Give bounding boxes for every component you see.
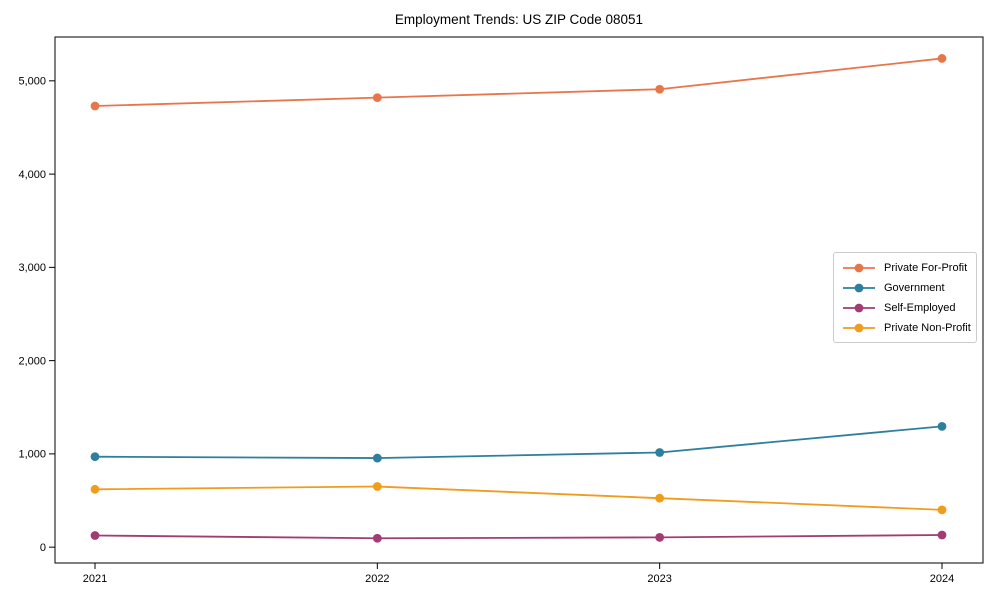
data-point [372,533,382,543]
legend-label: Private For-Profit [884,262,968,274]
data-point [372,482,382,491]
data-point [937,421,947,431]
x-tick-label: 2022 [365,573,389,585]
chart-title: Employment Trends: US ZIP Code 08051 [394,12,644,27]
legend-item: Private For-Profit [842,258,968,278]
y-tick-label: 3,000 [18,262,46,274]
data-point [372,453,382,463]
data-point [90,452,100,462]
data-point [90,101,100,111]
legend-label: Self-Employed [884,302,956,314]
data-point [937,505,947,515]
y-tick-label: 5,000 [18,76,46,88]
data-point [655,532,665,542]
axes-frame [54,36,984,564]
x-tick-label: 2021 [83,573,107,585]
legend: Private For-Profit Government Self-Emplo… [833,252,977,343]
series-private-for-profit [90,54,947,111]
series-private-non-profit [90,482,947,515]
legend-line-marker-icon [843,283,875,293]
data-point [90,531,100,540]
legend-item: Government [842,278,968,298]
data-point [937,530,947,540]
data-point [655,84,665,94]
y-tick-label: 2,000 [18,355,46,367]
data-point [372,93,382,103]
legend-label: Government [884,282,945,294]
y-tick-label: 0 [40,542,46,554]
series-self-employed [90,530,947,543]
legend-line-marker-icon [843,263,875,273]
y-tick-label: 4,000 [18,169,46,181]
x-axis: 2021 2022 2023 2024 [83,563,954,585]
data-point [655,493,665,503]
x-tick-label: 2024 [930,573,954,585]
series-government [90,421,947,463]
x-tick-label: 2023 [647,573,671,585]
data-point [937,54,947,63]
legend-line-marker-icon [843,323,875,333]
legend-label: Private Non-Profit [884,322,971,334]
data-point [90,484,100,494]
data-point [655,448,665,457]
y-axis: 0 1,000 2,000 3,000 4,000 5,000 [18,76,55,554]
y-tick-label: 1,000 [18,449,46,461]
legend-line-marker-icon [843,303,875,313]
legend-item: Self-Employed [842,298,968,318]
legend-item: Private Non-Profit [842,318,971,338]
